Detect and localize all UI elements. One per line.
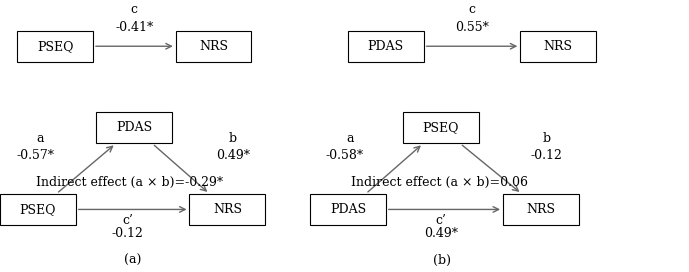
Text: c’: c’ xyxy=(122,214,133,227)
Text: Indirect effect (a × b)=-0.29*: Indirect effect (a × b)=-0.29* xyxy=(36,176,223,189)
Text: b: b xyxy=(229,132,237,145)
FancyBboxPatch shape xyxy=(310,194,386,225)
Text: PSEQ: PSEQ xyxy=(37,40,73,53)
Text: (a): (a) xyxy=(123,254,141,267)
Text: -0.57*: -0.57* xyxy=(17,149,55,162)
FancyBboxPatch shape xyxy=(176,31,251,62)
Text: a: a xyxy=(347,132,353,145)
Text: 0.49*: 0.49* xyxy=(424,227,458,240)
Text: NRS: NRS xyxy=(213,203,242,216)
Text: b: b xyxy=(542,132,551,145)
FancyBboxPatch shape xyxy=(17,31,93,62)
Text: -0.12: -0.12 xyxy=(531,149,562,162)
Text: a: a xyxy=(37,132,43,145)
Text: NRS: NRS xyxy=(526,203,555,216)
Text: -0.58*: -0.58* xyxy=(325,149,364,162)
FancyBboxPatch shape xyxy=(0,194,76,225)
Text: -0.41*: -0.41* xyxy=(115,21,154,34)
Text: PDAS: PDAS xyxy=(368,40,404,53)
Text: c: c xyxy=(131,3,138,16)
FancyBboxPatch shape xyxy=(348,31,424,62)
Text: NRS: NRS xyxy=(544,40,573,53)
FancyBboxPatch shape xyxy=(520,31,596,62)
FancyBboxPatch shape xyxy=(96,112,172,144)
FancyBboxPatch shape xyxy=(189,194,265,225)
Text: PSEQ: PSEQ xyxy=(20,203,56,216)
Text: PDAS: PDAS xyxy=(116,121,152,134)
Text: 0.55*: 0.55* xyxy=(455,21,489,34)
Text: PDAS: PDAS xyxy=(330,203,366,216)
Text: Indirect effect (a × b)=0.06: Indirect effect (a × b)=0.06 xyxy=(351,176,528,189)
Text: (b): (b) xyxy=(433,254,451,267)
Text: c’: c’ xyxy=(435,214,446,227)
Text: c: c xyxy=(469,3,475,16)
Text: PSEQ: PSEQ xyxy=(423,121,459,134)
FancyBboxPatch shape xyxy=(503,194,579,225)
FancyBboxPatch shape xyxy=(403,112,479,144)
Text: 0.49*: 0.49* xyxy=(216,149,250,162)
Text: -0.12: -0.12 xyxy=(112,227,143,240)
Text: NRS: NRS xyxy=(199,40,228,53)
